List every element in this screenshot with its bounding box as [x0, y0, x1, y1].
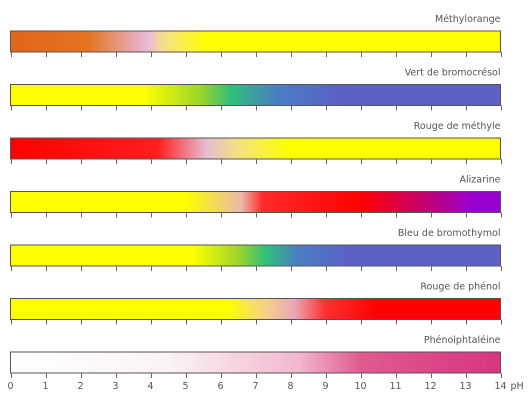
indicator-bleu-de-bromothymol: Bleu de bromothymol	[10, 228, 502, 271]
indicator-color-bar	[10, 298, 501, 320]
bar-tick-marks	[11, 319, 502, 325]
ph-tick-label: 6	[217, 381, 223, 392]
indicator-rouge-de-phenol: Rouge de phénol	[10, 282, 502, 325]
indicator-name: Méthylorange	[435, 14, 501, 25]
indicator-color-bar	[10, 138, 501, 159]
ph-tick-label: 7	[252, 381, 258, 392]
ph-tick-label: 13	[459, 381, 471, 392]
indicator-color-bar	[10, 84, 501, 106]
bar-tick-marks	[11, 373, 502, 378]
bar-tick-marks	[11, 266, 502, 271]
indicator-bar-frame	[10, 191, 501, 213]
indicator-bar-frame	[10, 84, 501, 106]
indicator-name: Rouge de phénol	[420, 282, 500, 293]
bar-tick-marks	[11, 52, 502, 57]
indicator-bar-frame	[10, 298, 501, 320]
ph-tick-label: 3	[112, 381, 118, 392]
indicator-phenolphtaleine: Phénolphtaléine	[10, 335, 502, 378]
ph-tick-label: 8	[287, 381, 293, 392]
indicator-name: Alizarine	[460, 175, 501, 186]
indicator-bar-frame	[10, 30, 501, 53]
indicator-bars: Méthylorange Vert de bromocrésol Rouge de …	[10, 14, 502, 378]
ph-axis: pH 0 1 2 3 4 5 6 7 8 9 10 11 12 13 14	[7, 381, 523, 392]
indicator-name: Vert de bromocrésol	[405, 68, 501, 79]
ph-tick-label: 10	[354, 381, 366, 392]
indicator-color-bar	[10, 245, 501, 266]
ph-tick-label: 11	[389, 381, 401, 392]
indicator-color-bar	[10, 31, 501, 52]
indicator-color-bar	[10, 191, 501, 213]
indicator-alizarine: Alizarine	[10, 175, 502, 218]
ph-tick-label: 12	[424, 381, 436, 392]
ph-tick-label: 1	[42, 381, 48, 392]
indicator-name: Phénolphtaléine	[424, 335, 501, 346]
indicator-bar-frame	[10, 137, 501, 160]
ph-tick-label: 4	[147, 381, 153, 392]
bar-tick-marks	[11, 212, 502, 218]
ph-tick-label: 5	[182, 381, 188, 392]
indicator-color-bar	[10, 352, 501, 373]
ph-tick-label: 0	[7, 381, 13, 392]
indicator-vert-de-bromocresol: Vert de bromocrésol	[10, 68, 502, 111]
indicator-name: Bleu de bromothymol	[398, 228, 501, 239]
bar-tick-marks	[11, 105, 502, 111]
indicator-bar-frame	[10, 351, 501, 374]
ph-tick-label: 9	[322, 381, 328, 392]
bar-tick-marks	[11, 159, 502, 164]
indicator-bar-frame	[10, 244, 501, 267]
indicator-methylorange: Méthylorange	[10, 14, 502, 57]
ph-tick-label: 14	[494, 381, 506, 392]
indicator-rouge-de-methyle: Rouge de méthyle	[10, 121, 502, 164]
ph-unit-label: pH	[511, 381, 524, 392]
indicator-name: Rouge de méthyle	[414, 121, 501, 132]
ph-tick-label: 2	[77, 381, 83, 392]
